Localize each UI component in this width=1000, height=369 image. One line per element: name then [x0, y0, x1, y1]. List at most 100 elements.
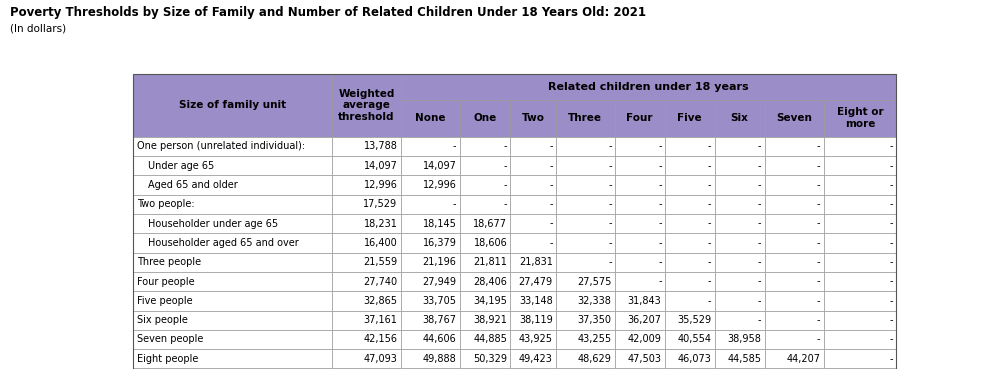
Text: 32,865: 32,865	[363, 296, 397, 306]
Text: Related children under 18 years: Related children under 18 years	[548, 82, 749, 92]
Text: 18,677: 18,677	[473, 218, 507, 228]
Text: 34,195: 34,195	[473, 296, 507, 306]
FancyBboxPatch shape	[510, 214, 556, 233]
Text: One: One	[473, 113, 497, 123]
FancyBboxPatch shape	[715, 310, 765, 330]
FancyBboxPatch shape	[460, 194, 510, 214]
Text: -: -	[890, 334, 893, 345]
FancyBboxPatch shape	[765, 194, 824, 214]
Text: 27,949: 27,949	[422, 276, 456, 287]
FancyBboxPatch shape	[824, 291, 896, 310]
Text: -: -	[817, 141, 820, 151]
FancyBboxPatch shape	[133, 194, 332, 214]
Text: 18,231: 18,231	[364, 218, 397, 228]
Text: -: -	[658, 238, 662, 248]
FancyBboxPatch shape	[401, 233, 460, 252]
FancyBboxPatch shape	[133, 156, 332, 175]
Text: Eight or
more: Eight or more	[837, 107, 883, 129]
Text: 31,843: 31,843	[628, 296, 662, 306]
Text: 44,885: 44,885	[473, 334, 507, 345]
Text: -: -	[658, 141, 662, 151]
FancyBboxPatch shape	[665, 194, 715, 214]
Text: -: -	[708, 180, 711, 190]
FancyBboxPatch shape	[615, 100, 665, 137]
FancyBboxPatch shape	[401, 194, 460, 214]
Text: 38,958: 38,958	[728, 334, 761, 345]
FancyBboxPatch shape	[665, 233, 715, 252]
Text: -: -	[549, 141, 553, 151]
FancyBboxPatch shape	[133, 175, 332, 194]
Text: 32,338: 32,338	[578, 296, 612, 306]
Text: 13,788: 13,788	[364, 141, 397, 151]
Text: -: -	[708, 238, 711, 248]
FancyBboxPatch shape	[556, 214, 615, 233]
FancyBboxPatch shape	[715, 272, 765, 291]
Text: 18,145: 18,145	[423, 218, 456, 228]
Text: 40,554: 40,554	[677, 334, 711, 345]
Text: -: -	[658, 199, 662, 209]
FancyBboxPatch shape	[332, 349, 401, 369]
Text: -: -	[758, 276, 761, 287]
Text: -: -	[708, 296, 711, 306]
FancyBboxPatch shape	[510, 330, 556, 349]
Text: 44,606: 44,606	[423, 334, 456, 345]
FancyBboxPatch shape	[556, 194, 615, 214]
FancyBboxPatch shape	[460, 291, 510, 310]
FancyBboxPatch shape	[510, 252, 556, 272]
FancyBboxPatch shape	[765, 330, 824, 349]
FancyBboxPatch shape	[765, 175, 824, 194]
Text: 16,400: 16,400	[364, 238, 397, 248]
FancyBboxPatch shape	[133, 252, 332, 272]
FancyBboxPatch shape	[460, 349, 510, 369]
Text: -: -	[549, 218, 553, 228]
Text: -: -	[708, 257, 711, 267]
Text: -: -	[453, 199, 456, 209]
Text: -: -	[708, 218, 711, 228]
FancyBboxPatch shape	[556, 156, 615, 175]
Text: 14,097: 14,097	[364, 161, 397, 170]
FancyBboxPatch shape	[556, 272, 615, 291]
FancyBboxPatch shape	[615, 156, 665, 175]
Text: -: -	[758, 257, 761, 267]
Text: -: -	[817, 296, 820, 306]
Text: 44,585: 44,585	[727, 354, 761, 364]
Text: 38,767: 38,767	[422, 315, 456, 325]
Text: 12,996: 12,996	[423, 180, 456, 190]
FancyBboxPatch shape	[332, 291, 401, 310]
FancyBboxPatch shape	[556, 330, 615, 349]
FancyBboxPatch shape	[401, 330, 460, 349]
Text: Householder aged 65 and over: Householder aged 65 and over	[148, 238, 299, 248]
FancyBboxPatch shape	[332, 252, 401, 272]
FancyBboxPatch shape	[665, 272, 715, 291]
FancyBboxPatch shape	[510, 272, 556, 291]
FancyBboxPatch shape	[133, 349, 332, 369]
Text: Weighted
average
threshold: Weighted average threshold	[338, 89, 395, 122]
Text: 17,529: 17,529	[363, 199, 397, 209]
FancyBboxPatch shape	[332, 214, 401, 233]
FancyBboxPatch shape	[715, 100, 765, 137]
FancyBboxPatch shape	[460, 214, 510, 233]
FancyBboxPatch shape	[665, 330, 715, 349]
Text: 50,329: 50,329	[473, 354, 507, 364]
Text: 33,705: 33,705	[422, 296, 456, 306]
Text: -: -	[817, 161, 820, 170]
FancyBboxPatch shape	[133, 272, 332, 291]
FancyBboxPatch shape	[510, 100, 556, 137]
FancyBboxPatch shape	[765, 214, 824, 233]
FancyBboxPatch shape	[715, 349, 765, 369]
Text: 21,559: 21,559	[363, 257, 397, 267]
Text: -: -	[890, 199, 893, 209]
Text: -: -	[890, 161, 893, 170]
Text: Two: Two	[522, 113, 545, 123]
FancyBboxPatch shape	[133, 330, 332, 349]
FancyBboxPatch shape	[824, 175, 896, 194]
Text: 36,207: 36,207	[628, 315, 662, 325]
Text: 38,921: 38,921	[473, 315, 507, 325]
Text: -: -	[658, 218, 662, 228]
FancyBboxPatch shape	[510, 310, 556, 330]
FancyBboxPatch shape	[401, 100, 460, 137]
Text: Six people: Six people	[137, 315, 188, 325]
FancyBboxPatch shape	[665, 310, 715, 330]
Text: 18,606: 18,606	[474, 238, 507, 248]
Text: 43,925: 43,925	[519, 334, 553, 345]
